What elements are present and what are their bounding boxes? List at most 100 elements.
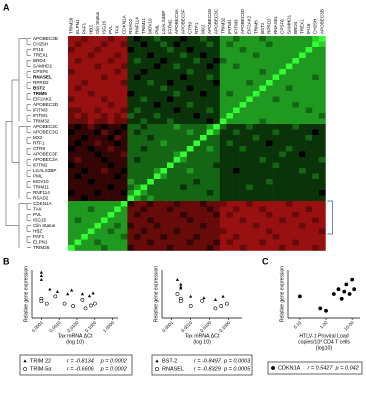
heatmap-cell [219,107,227,114]
heatmap-cell [140,168,148,174]
heatmap-cell [68,96,75,103]
heatmap-cell [312,107,320,114]
heatmap-cell [120,85,128,92]
heatmap-cell [114,107,122,114]
heatmap-cell [180,52,188,59]
heatmap-cell [107,223,115,229]
legend-box [19,354,133,376]
heatmap-cell [180,146,188,152]
heatmap-cell [279,96,287,103]
heatmap-cell [279,151,287,158]
heatmap-cell [285,74,293,81]
heatmap-cell [206,168,214,174]
heatmap-cell [259,69,267,75]
heatmap-cell [186,107,194,114]
heatmap-cell [114,36,122,42]
heatmap-cell [285,157,293,163]
heatmap-cell [107,36,115,42]
heatmap-cell [272,234,280,240]
heatmap-cell [140,107,148,114]
heatmap-cell [101,85,108,92]
heatmap-cell [233,212,240,218]
heatmap-cell [186,63,194,70]
heatmap-cell [233,107,240,114]
column-label: IFITM3 [234,19,239,34]
heatmap-cell [272,168,280,174]
heatmap-cell [200,140,207,147]
heatmap-cell [279,102,287,108]
heatmap-cell [167,91,174,97]
heatmap-cell [272,107,280,114]
heatmap-cell [127,173,135,180]
heatmap-cell [219,190,227,196]
data-point [55,290,60,293]
heatmap-cell [153,63,161,70]
heatmap-cell [318,91,326,97]
heatmap-cell [299,63,306,70]
heatmap-cell [140,41,148,48]
heatmap-cell [266,91,273,97]
row-label: RPRD2 [33,80,49,85]
heatmap-cell [74,201,82,207]
heatmap-cell [318,173,326,180]
heatmap-cell [87,190,95,196]
heatmap-cell [239,107,247,114]
heatmap-cell [127,206,135,213]
heatmap-cell [226,91,234,97]
heatmap-cell [226,140,234,147]
heatmap-cell [160,162,168,169]
heatmap-cell [153,239,161,246]
heatmap-cell [87,168,95,174]
heatmap-cell [81,85,89,92]
heatmap-cell [305,96,313,103]
heatmap-cell [219,168,227,174]
dendrogram-branch [18,38,27,122]
heatmap-cell [279,58,287,64]
heatmap-cell [272,52,280,59]
heatmap-cell [272,184,280,191]
heatmap-cell [186,69,194,75]
heatmap-cell [299,41,306,48]
heatmap-cell [101,107,108,114]
cluster-bracket [327,200,333,235]
heatmap-cell [292,80,300,86]
heatmap-cell [127,63,135,70]
heatmap-cell [279,212,287,218]
heatmap-cell [246,135,254,141]
column-label: ISG15 [102,21,107,34]
heatmap-cell [318,113,326,119]
heatmap-cell [101,135,108,141]
dendrogram-branch [26,126,31,133]
heatmap-cell [180,58,188,64]
dendrogram-branch [18,126,27,199]
x-tick-label: 1.00 [319,320,329,330]
heatmap-cell [147,102,155,108]
row-label: PML [33,173,43,178]
heatmap-cell [292,124,300,130]
heatmap-cell [94,135,102,141]
heatmap-cell [140,146,148,152]
heatmap-cell [127,124,135,130]
heatmap-cell [200,69,207,75]
heatmap-cell [299,52,306,59]
heatmap-cell [186,212,194,218]
heatmap-cell [186,129,194,136]
column-label: RTF1 [194,22,199,34]
heatmap-cell [213,234,221,240]
heatmap-cell [226,201,234,207]
row-label: RTF1 [33,140,45,145]
heatmap-cell [318,234,326,240]
heatmap-cell [259,239,267,246]
heatmap-cell [299,234,306,240]
heatmap-cell [101,80,108,86]
heatmap-cell [94,36,102,42]
heatmap-cell [68,124,75,130]
heatmap-cell [153,162,161,169]
heatmap-cell [312,179,320,185]
heatmap-cell [120,91,128,97]
heatmap-cell [239,184,247,191]
heatmap-cell [292,217,300,224]
heatmap-cell [200,245,207,251]
data-point [336,287,341,292]
heatmap-cell [239,223,247,229]
